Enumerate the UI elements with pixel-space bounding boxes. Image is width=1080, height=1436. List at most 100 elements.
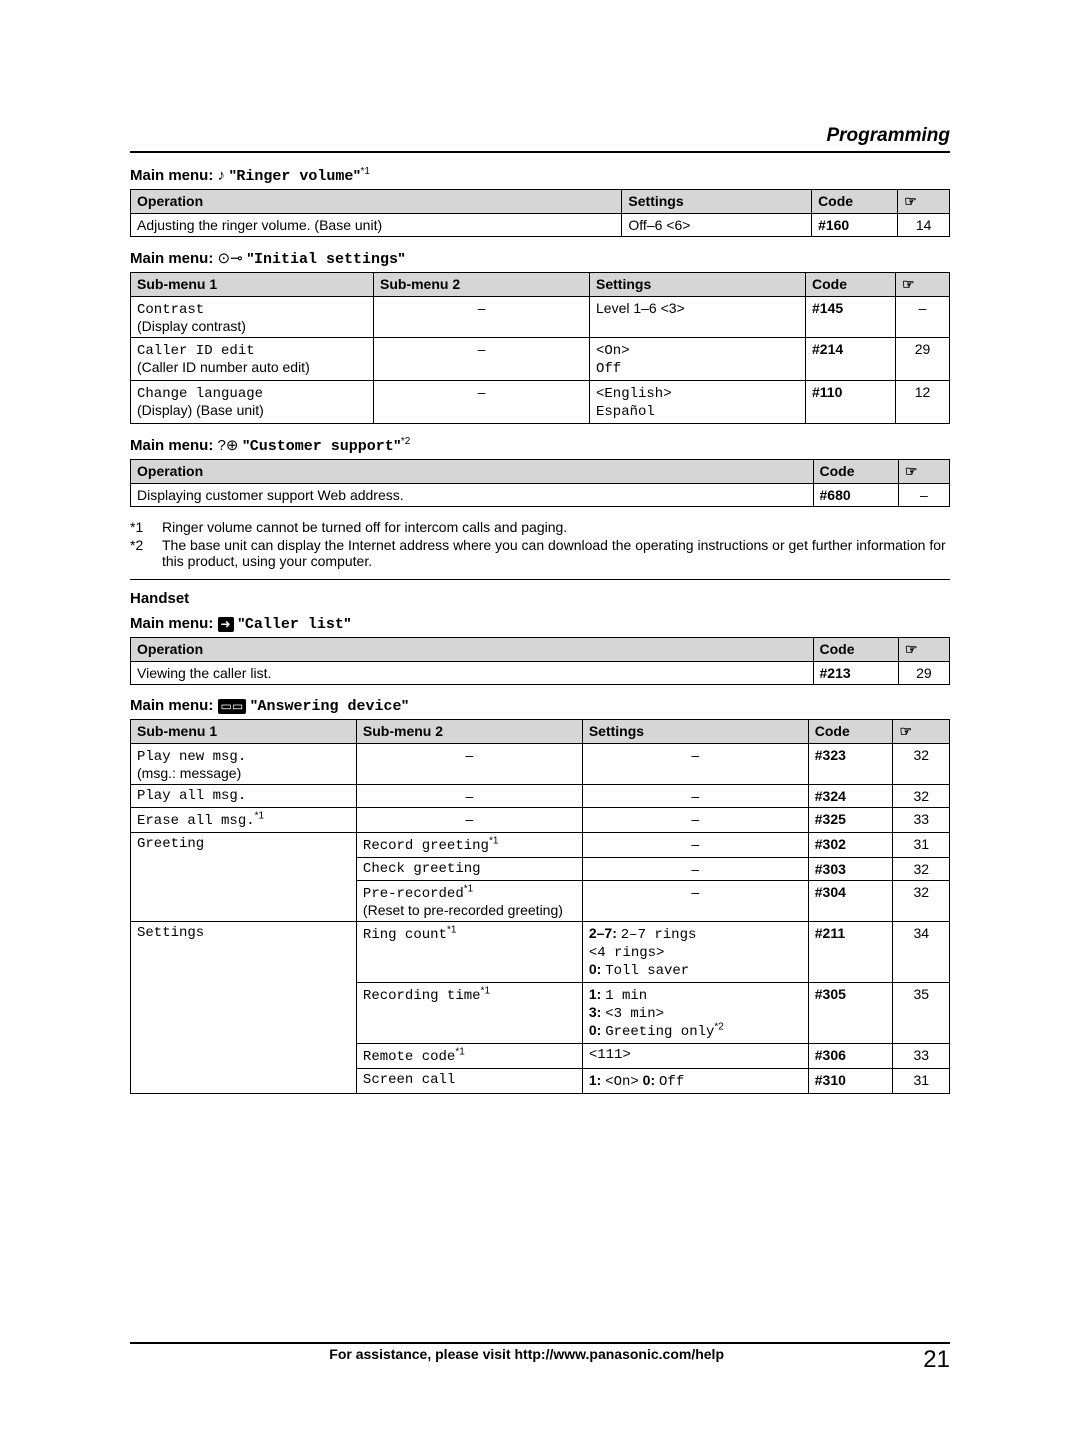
cell-settings: – bbox=[582, 785, 808, 808]
cell-sub1: Erase all msg.*1 bbox=[131, 808, 357, 833]
cell-sub2: Ring count*1 bbox=[356, 922, 582, 983]
cell-sub1: Play all msg. bbox=[131, 785, 357, 808]
table-row: Change language(Display) (Base unit) – <… bbox=[131, 381, 950, 424]
col-sub1: Sub-menu 1 bbox=[131, 720, 357, 744]
col-sub1: Sub-menu 1 bbox=[131, 273, 374, 297]
cell-ref: 31 bbox=[893, 1069, 950, 1094]
cell-sub2: Check greeting bbox=[356, 858, 582, 881]
fn-marker: *1 bbox=[130, 519, 152, 535]
cell-ref: 14 bbox=[898, 214, 950, 237]
cell-sub2: – bbox=[374, 297, 590, 338]
col-operation: Operation bbox=[131, 638, 814, 662]
footer: For assistance, please visit http://www.… bbox=[130, 1342, 950, 1374]
main-menu-label: Main menu: bbox=[130, 615, 218, 632]
fn-marker: *2 bbox=[130, 537, 152, 569]
page: Programming Main menu: ♪ "Ringer volume"… bbox=[0, 0, 1080, 1436]
cell-settings: – bbox=[582, 858, 808, 881]
cell-code: #211 bbox=[808, 922, 893, 983]
cell-settings: Level 1–6 <3> bbox=[590, 297, 806, 338]
cell-code: #680 bbox=[813, 484, 898, 507]
cell-code: #214 bbox=[806, 338, 896, 381]
footnotes: *1 Ringer volume cannot be turned off fo… bbox=[130, 519, 950, 569]
cell-sub2: Pre-recorded*1(Reset to pre-recorded gre… bbox=[356, 881, 582, 922]
table-row: Displaying customer support Web address.… bbox=[131, 484, 950, 507]
section-title: Programming bbox=[130, 125, 950, 153]
cell-settings: <111> bbox=[582, 1044, 808, 1069]
cell-code: #305 bbox=[808, 983, 893, 1044]
col-settings: Settings bbox=[590, 273, 806, 297]
cell-settings: Off–6 <6> bbox=[622, 214, 812, 237]
cell-code: #213 bbox=[813, 662, 898, 685]
cell-op: Viewing the caller list. bbox=[131, 662, 814, 685]
fn-text: The base unit can display the Internet a… bbox=[162, 537, 950, 569]
cell-settings: <On>Off bbox=[590, 338, 806, 381]
menu-ringer-title: Ringer volume bbox=[236, 168, 353, 185]
table-row: Play all msg. – – #324 32 bbox=[131, 785, 950, 808]
menu-support-header: Main menu: ?⊕ "Customer support"*2 bbox=[130, 436, 950, 455]
cell-sub2: – bbox=[374, 381, 590, 424]
menu-support-title: Customer support bbox=[250, 438, 394, 455]
ringer-table: Operation Settings Code ☞ Adjusting the … bbox=[130, 189, 950, 237]
page-number: 21 bbox=[923, 1346, 950, 1374]
cell-code: #145 bbox=[806, 297, 896, 338]
sup: *2 bbox=[401, 436, 410, 447]
caller-table: Operation Code ☞ Viewing the caller list… bbox=[130, 637, 950, 685]
cell-sub1: Greeting bbox=[131, 833, 357, 922]
table-row: Contrast(Display contrast) – Level 1–6 <… bbox=[131, 297, 950, 338]
col-operation: Operation bbox=[131, 190, 622, 214]
cell-ref: 33 bbox=[893, 1044, 950, 1069]
col-ref: ☞ bbox=[898, 638, 949, 662]
help-icon: ?⊕ bbox=[218, 437, 239, 454]
col-settings: Settings bbox=[582, 720, 808, 744]
footnote: *2 The base unit can display the Interne… bbox=[130, 537, 950, 569]
support-table: Operation Code ☞ Displaying customer sup… bbox=[130, 459, 950, 507]
menu-initial-title: Initial settings bbox=[254, 251, 398, 268]
cell-settings: <English>Español bbox=[590, 381, 806, 424]
cell-sub1: Contrast(Display contrast) bbox=[131, 297, 374, 338]
col-code: Code bbox=[813, 460, 898, 484]
cell-ref: 32 bbox=[893, 744, 950, 785]
col-ref: ☞ bbox=[893, 720, 950, 744]
cell-ref: 32 bbox=[893, 881, 950, 922]
footer-text: For assistance, please visit http://www.… bbox=[130, 1346, 923, 1374]
table-row: Erase all msg.*1 – – #325 33 bbox=[131, 808, 950, 833]
cell-code: #323 bbox=[808, 744, 893, 785]
menu-caller-title: Caller list bbox=[245, 616, 344, 633]
main-menu-label: Main menu: bbox=[130, 167, 218, 184]
col-settings: Settings bbox=[622, 190, 812, 214]
cell-settings: – bbox=[582, 881, 808, 922]
cell-sub2: – bbox=[356, 785, 582, 808]
settings-icon: ⊙⊸ bbox=[218, 250, 243, 267]
col-code: Code bbox=[813, 638, 898, 662]
cell-code: #306 bbox=[808, 1044, 893, 1069]
cell-code: #303 bbox=[808, 858, 893, 881]
cell-sub1: Change language(Display) (Base unit) bbox=[131, 381, 374, 424]
cell-ref: 34 bbox=[893, 922, 950, 983]
table-row: Adjusting the ringer volume. (Base unit)… bbox=[131, 214, 950, 237]
cell-op: Displaying customer support Web address. bbox=[131, 484, 814, 507]
cell-code: #310 bbox=[808, 1069, 893, 1094]
cell-ref: – bbox=[895, 297, 949, 338]
cell-settings: 1: 1 min 3: <3 min> 0: Greeting only*2 bbox=[582, 983, 808, 1044]
cell-settings: – bbox=[582, 808, 808, 833]
handset-label: Handset bbox=[130, 590, 950, 607]
cell-ref: 12 bbox=[895, 381, 949, 424]
col-ref: ☞ bbox=[898, 460, 949, 484]
cell-ref: 29 bbox=[898, 662, 949, 685]
table-row: Settings Ring count*1 2–7: 2–7 rings <4 … bbox=[131, 922, 950, 983]
initial-table: Sub-menu 1 Sub-menu 2 Settings Code ☞ Co… bbox=[130, 272, 950, 424]
cell-settings: 2–7: 2–7 rings <4 rings> 0: Toll saver bbox=[582, 922, 808, 983]
note-icon: ♪ bbox=[218, 167, 226, 184]
table-row: Caller ID edit(Caller ID number auto edi… bbox=[131, 338, 950, 381]
table-row: Greeting Record greeting*1 – #302 31 bbox=[131, 833, 950, 858]
cell-ref: 33 bbox=[893, 808, 950, 833]
cell-sub2: – bbox=[374, 338, 590, 381]
cell-code: #304 bbox=[808, 881, 893, 922]
cell-ref: 32 bbox=[893, 785, 950, 808]
main-menu-label: Main menu: bbox=[130, 697, 218, 714]
fn-text: Ringer volume cannot be turned off for i… bbox=[162, 519, 567, 535]
cell-code: #302 bbox=[808, 833, 893, 858]
footnote: *1 Ringer volume cannot be turned off fo… bbox=[130, 519, 950, 535]
cell-code: #324 bbox=[808, 785, 893, 808]
cell-ref: – bbox=[898, 484, 949, 507]
